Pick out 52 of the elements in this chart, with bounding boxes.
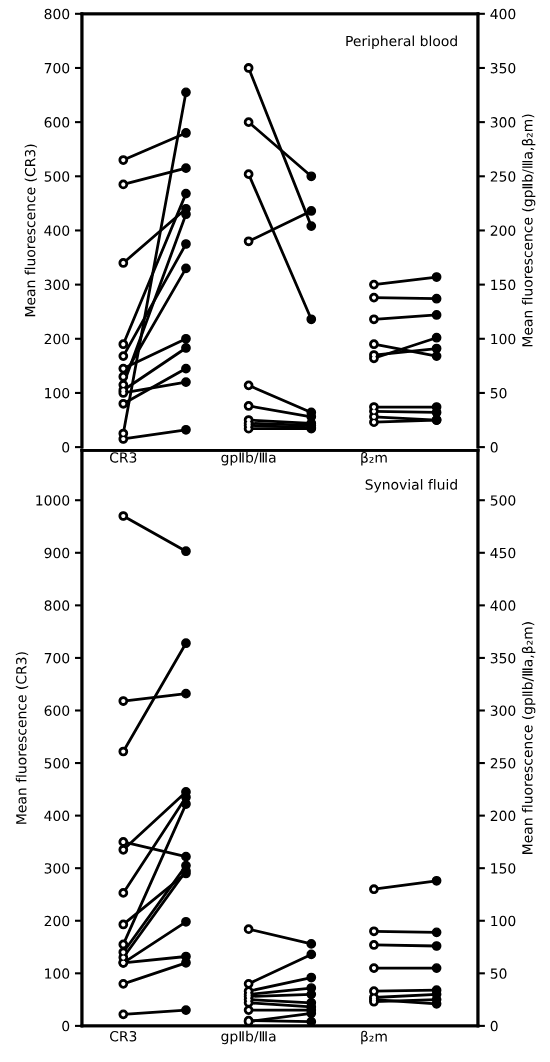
y-tick-label: 900 [44, 547, 70, 559]
x-tick-label: CR3 [109, 452, 137, 463]
x-tick-label: CR3 [109, 1031, 137, 1042]
y-tick-label: 400 [44, 810, 70, 822]
y-axis-title: Mean fluorescence (CR3) [15, 652, 29, 824]
y2-tick-label: 50 [490, 968, 507, 979]
y2-axis-title: Mean fluorescence (gpⅡb/Ⅲa,β₂m) [521, 114, 536, 347]
y2-tick-label: 50 [490, 387, 507, 399]
y2-tick-label: 350 [490, 62, 516, 74]
x-tick-label: gpⅡb/Ⅲa [221, 451, 276, 466]
y-tick-label: 800 [44, 600, 70, 611]
y-tick-label: 200 [44, 333, 70, 345]
y-tick-label: 800 [44, 8, 70, 20]
y2-tick-label: 200 [490, 810, 516, 822]
y-tick-label: 300 [44, 863, 70, 874]
y-tick-label: 0 [62, 442, 70, 453]
y-tick-label: 1000 [36, 495, 70, 506]
y2-tick-label: 300 [490, 117, 516, 128]
y-tick-label: 500 [44, 171, 70, 182]
y2-tick-label: 400 [490, 600, 516, 611]
annotation: Synovial fluid [365, 479, 457, 493]
y2-axis-title: Mean fluorescence (gpⅡb/Ⅲa,β₂m) [521, 622, 536, 854]
x-tick-label: β₂m [361, 1030, 387, 1045]
y2-tick-label: 200 [490, 225, 516, 236]
x-tick-label: gpⅡb/Ⅲa [221, 1030, 276, 1045]
y2-tick-label: 150 [491, 863, 516, 874]
y-tick-label: 500 [44, 758, 70, 769]
y-tick-label: 700 [44, 62, 70, 74]
y2-tick-label: 400 [490, 8, 516, 20]
y2-tick-label: 100 [491, 333, 516, 345]
y-tick-label: 300 [44, 279, 70, 291]
x-tick-label: β₂m [361, 451, 387, 466]
y2-tick-label: 0 [490, 442, 498, 453]
y-tick-label: 100 [45, 968, 70, 979]
y-tick-label: 200 [44, 915, 70, 927]
y2-tick-label: 350 [490, 652, 516, 664]
y-tick-label: 0 [62, 1020, 70, 1032]
y2-tick-label: 500 [490, 495, 516, 506]
y-tick-label: 400 [44, 225, 70, 236]
y-tick-label: 100 [45, 387, 70, 399]
y2-tick-label: 250 [490, 758, 516, 769]
y2-tick-label: 450 [490, 547, 516, 559]
y-tick-label: 600 [44, 705, 70, 716]
y-tick-label: 600 [44, 117, 70, 128]
y2-tick-label: 250 [490, 171, 516, 182]
y2-tick-label: 150 [491, 279, 516, 291]
annotation: Peripheral blood [346, 35, 457, 49]
y2-tick-label: 300 [490, 705, 516, 716]
y-axis-title: Mean fluorescence (CR3) [24, 144, 38, 317]
y2-tick-label: 0 [490, 1020, 498, 1032]
y-tick-label: 700 [44, 652, 70, 664]
y2-tick-label: 100 [491, 915, 516, 927]
